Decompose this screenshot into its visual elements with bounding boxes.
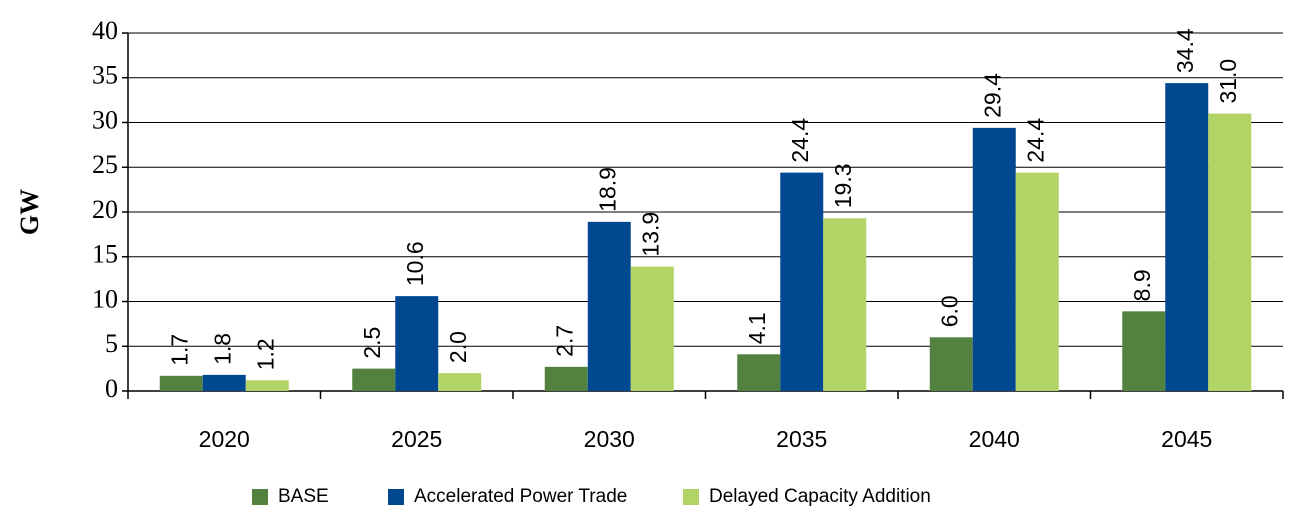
bar xyxy=(780,172,824,391)
y-tick-label: 5 xyxy=(105,329,118,358)
x-tick-label: 2030 xyxy=(584,426,635,452)
value-label: 13.9 xyxy=(637,212,663,257)
bar xyxy=(544,366,588,391)
value-label: 31.0 xyxy=(1215,59,1241,104)
value-label: 24.4 xyxy=(787,118,813,163)
bar xyxy=(1208,113,1252,392)
bar xyxy=(159,375,203,391)
legend-swatch xyxy=(388,489,404,505)
value-label: 24.4 xyxy=(1022,118,1048,163)
x-tick-label: 2045 xyxy=(1161,426,1212,452)
bar xyxy=(245,380,289,391)
y-tick-label: 20 xyxy=(92,195,118,224)
value-label: 18.9 xyxy=(594,167,620,212)
bar xyxy=(438,373,482,391)
x-tick-label: 2040 xyxy=(969,426,1020,452)
legend-swatch xyxy=(252,489,268,505)
y-tick-label: 0 xyxy=(105,374,118,403)
x-tick-label: 2025 xyxy=(391,426,442,452)
y-tick-label: 35 xyxy=(92,61,118,90)
bar xyxy=(352,368,396,391)
bar xyxy=(929,337,973,391)
bar xyxy=(823,218,867,391)
y-tick-label: 10 xyxy=(92,284,118,313)
value-label: 2.7 xyxy=(551,325,577,357)
legend-label: Delayed Capacity Addition xyxy=(709,486,931,507)
bar xyxy=(1165,83,1209,392)
bar xyxy=(395,296,439,391)
legend-label: Accelerated Power Trade xyxy=(414,486,627,507)
value-label: 2.5 xyxy=(359,327,385,359)
y-tick-label: 15 xyxy=(92,240,118,269)
value-label: 1.7 xyxy=(166,334,192,366)
bar xyxy=(737,354,781,391)
x-tick-label: 2020 xyxy=(199,426,250,452)
bar xyxy=(1122,311,1166,391)
bar xyxy=(630,266,674,391)
bar xyxy=(1015,172,1059,391)
value-label: 29.4 xyxy=(979,73,1005,118)
value-label: 10.6 xyxy=(402,241,428,286)
value-label: 1.2 xyxy=(252,338,278,370)
value-label: 2.0 xyxy=(445,331,471,363)
y-axis-label: GW xyxy=(15,189,44,235)
legend-swatch xyxy=(683,489,699,505)
value-label: 19.3 xyxy=(830,163,856,208)
y-tick-label: 40 xyxy=(92,16,118,45)
value-label: 4.1 xyxy=(744,312,770,344)
x-tick-label: 2035 xyxy=(776,426,827,452)
y-tick-label: 30 xyxy=(92,105,118,134)
value-label: 8.9 xyxy=(1129,269,1155,301)
value-label: 34.4 xyxy=(1172,28,1198,73)
legend-label: BASE xyxy=(278,486,329,507)
y-tick-label: 25 xyxy=(92,150,118,179)
value-label: 6.0 xyxy=(936,295,962,327)
bar xyxy=(587,221,631,391)
value-label: 1.8 xyxy=(209,333,235,365)
bar xyxy=(202,374,246,391)
bar xyxy=(972,127,1016,392)
